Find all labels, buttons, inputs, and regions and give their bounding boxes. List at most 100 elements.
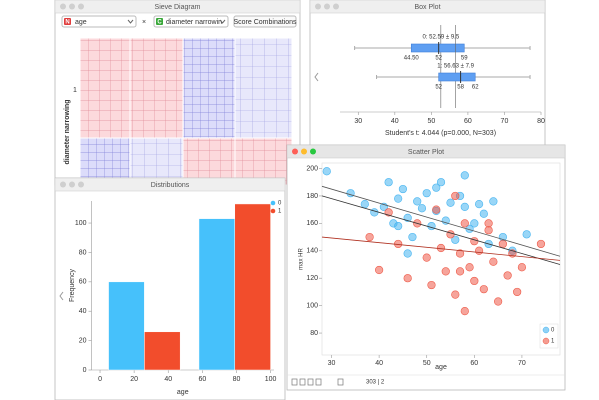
window-button[interactable] (69, 181, 75, 188)
x-tick-label: 60 (198, 376, 206, 383)
combo-box[interactable] (61, 15, 137, 28)
icon-letter: C (157, 19, 162, 25)
toolbar-icon[interactable] (299, 378, 306, 386)
x-tick-label: 80 (233, 376, 241, 383)
combo-box[interactable] (153, 15, 229, 28)
point (365, 232, 374, 242)
point (413, 197, 422, 206)
y-tick-label: 60 (79, 279, 87, 286)
point (417, 204, 427, 213)
point (489, 257, 498, 266)
window: Scatter Plot 30 40 50 60 70 80 100 120 140 160 180 2… (286, 144, 566, 391)
toolbar-icon[interactable] (315, 378, 322, 386)
bar (144, 331, 181, 371)
status: 303 | 2 (366, 380, 385, 386)
point (451, 290, 460, 299)
window-button[interactable] (315, 3, 321, 10)
window-button[interactable] (333, 3, 339, 10)
plot-frame (321, 162, 561, 356)
window-button[interactable] (69, 3, 75, 10)
window-button[interactable] (310, 148, 316, 155)
window-button[interactable] (78, 3, 84, 10)
title-bar (54, 0, 301, 14)
categorical-icon (156, 18, 163, 25)
window-title: Distributions (151, 182, 190, 189)
window-title: Box Plot (414, 4, 440, 11)
window-button[interactable] (292, 148, 298, 155)
legend-label: 1 (278, 209, 282, 215)
point (460, 307, 469, 316)
x-tick-label: 60 (470, 360, 478, 367)
bar (108, 281, 145, 371)
y-axis-label: Frequency (69, 268, 76, 302)
bar (198, 218, 236, 371)
x-tick-label: 70 (518, 360, 526, 367)
point (455, 249, 465, 258)
window-button[interactable] (301, 148, 307, 155)
y-axis-label: max HR (299, 248, 305, 270)
statistic: Student's t: 4.044 (p=0.000, N=303) (385, 130, 496, 137)
point (484, 219, 493, 228)
sieve-cell (234, 137, 293, 186)
sieve-cell (182, 37, 236, 139)
sieve-cell (129, 37, 184, 139)
clear-button[interactable]: × (142, 19, 146, 26)
point (460, 171, 469, 180)
window-button[interactable] (60, 181, 66, 188)
y-tick-label: 160 (306, 220, 318, 227)
point (474, 200, 484, 209)
legend-label: 0 (278, 201, 282, 207)
point (408, 232, 417, 242)
legend-box (539, 323, 559, 349)
box-label: 0: 52.59 ± 9.5 (423, 35, 460, 41)
quartile-label: 44.50 (404, 56, 420, 62)
point (460, 202, 469, 211)
window-frame (309, 0, 546, 151)
point (322, 167, 331, 176)
x-tick-label: 60 (464, 118, 472, 125)
quartile-label: 62 (472, 85, 479, 91)
point (503, 271, 512, 280)
sieve-cell (79, 37, 131, 139)
toolbar-icon[interactable] (291, 378, 298, 386)
button[interactable] (233, 15, 297, 28)
point (455, 267, 465, 276)
point (451, 235, 460, 244)
window-title: Scatter Plot (408, 149, 444, 156)
point (427, 280, 436, 290)
point (498, 239, 507, 249)
y-axis-label: diameter narrowing (64, 100, 71, 165)
point (403, 249, 412, 258)
collapse-arrow[interactable] (59, 291, 64, 301)
window-button[interactable] (324, 3, 330, 10)
legend-label: 1 (551, 339, 555, 345)
combo-text: age (75, 19, 87, 26)
legend-swatch (270, 200, 276, 206)
point (470, 219, 479, 228)
sieve-cell (234, 37, 293, 139)
point (517, 263, 527, 272)
y-tick-label: 140 (306, 248, 318, 255)
point (422, 189, 431, 198)
y-tick-label: 100 (306, 302, 318, 309)
collapse-arrow[interactable] (314, 72, 319, 82)
y-tick-label: 20 (79, 337, 87, 344)
point (494, 297, 503, 306)
window-button[interactable] (78, 181, 84, 188)
point (384, 178, 393, 187)
toolbar-icon[interactable] (337, 378, 344, 386)
box (410, 43, 465, 53)
numeric-icon (64, 18, 71, 25)
regression-line (321, 185, 561, 257)
y-tick-label: 80 (310, 330, 318, 337)
point (441, 267, 450, 276)
x-axis-label: age (177, 389, 189, 396)
title-bar (309, 0, 546, 14)
title-bar (54, 177, 286, 192)
point (489, 197, 498, 206)
point (436, 243, 446, 253)
y-tick-label: 100 (75, 220, 87, 227)
point (474, 246, 484, 255)
toolbar-icon[interactable] (307, 378, 314, 386)
window-button[interactable] (60, 3, 66, 10)
